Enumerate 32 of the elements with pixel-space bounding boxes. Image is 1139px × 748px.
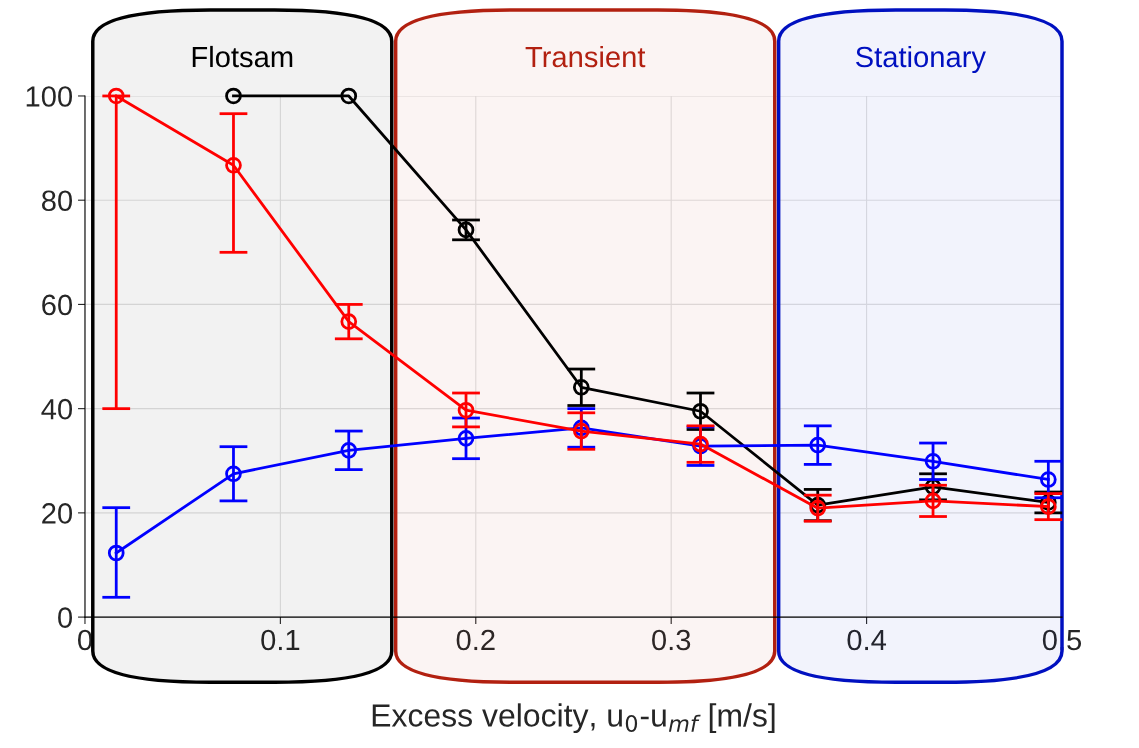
point [457, 401, 475, 419]
point [924, 492, 942, 510]
y-tick-label: 0 [58, 607, 73, 628]
point [1039, 498, 1057, 515]
x-tick-label: 0.1 [261, 629, 300, 651]
point [225, 87, 242, 105]
x-tick-label: 0.2 [456, 629, 495, 651]
y-tick-label: 20 [42, 503, 73, 524]
point [457, 221, 475, 239]
point [225, 156, 242, 174]
point [340, 87, 358, 105]
point [572, 378, 590, 396]
point [225, 465, 242, 483]
point [340, 313, 358, 330]
point [457, 430, 475, 447]
band-label: Transient [525, 45, 646, 68]
point [340, 442, 358, 459]
x-tick-label: 0.4 [847, 629, 887, 651]
band-label: Stationary [856, 45, 986, 74]
x-axis-title: Excess velocity, u$_{0}$-u$_{mf}$ [m/s] [372, 703, 775, 734]
point [107, 544, 125, 562]
point [692, 402, 709, 420]
y-tick-label: 80 [41, 190, 73, 212]
point [107, 87, 125, 105]
y-tick-label: 100 [26, 86, 73, 107]
band-label: Flotsam [192, 45, 293, 68]
y-tick-label: 60 [42, 294, 73, 316]
point [809, 436, 827, 454]
point [924, 452, 942, 470]
point [1039, 471, 1057, 488]
y-tick-label: 40 [41, 398, 73, 420]
x-tick-label: 0.3 [652, 629, 691, 651]
